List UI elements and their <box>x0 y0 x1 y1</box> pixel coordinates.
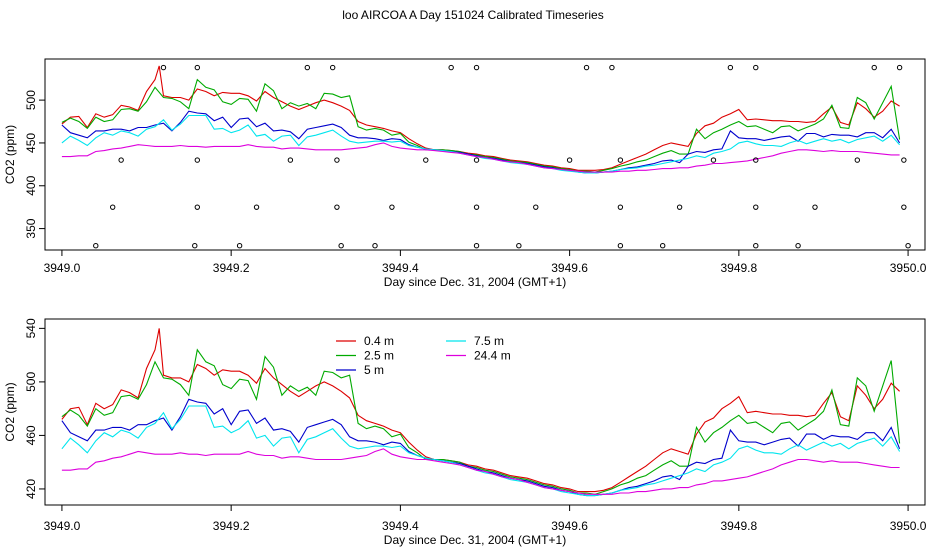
y-tick-label: 500 <box>24 372 38 392</box>
legend-label: 5 m <box>364 363 384 377</box>
y-tick-label: 450 <box>24 133 38 153</box>
marker-point <box>727 64 734 71</box>
marker-point <box>329 64 336 71</box>
marker-point <box>389 204 395 210</box>
marker-point <box>334 204 340 210</box>
marker-point <box>372 243 378 249</box>
x-tick-label: 3949.2 <box>213 261 250 275</box>
marker-point <box>753 64 759 71</box>
marker-point <box>617 204 624 210</box>
series-line-2-5-m <box>61 348 901 495</box>
series-line-7-5-m <box>61 405 901 497</box>
marker-point <box>423 157 429 163</box>
marker-point <box>287 157 294 163</box>
x-axis-label: Day since Dec. 31, 2004 (GMT+1) <box>384 533 566 547</box>
legend-label: 24.4 m <box>474 349 511 363</box>
legend-label: 0.4 m <box>364 334 394 348</box>
marker-point <box>753 204 759 210</box>
marker-point <box>334 157 340 163</box>
y-tick-label: 460 <box>24 425 38 445</box>
x-tick-label: 3949.6 <box>551 261 588 275</box>
x-tick-label: 3949.8 <box>720 519 757 533</box>
x-tick-label: 3949.2 <box>213 519 250 533</box>
marker-point <box>516 243 522 249</box>
x-tick-label: 3949.4 <box>382 519 419 533</box>
marker-point <box>109 204 116 210</box>
x-tick-label: 3950.0 <box>890 261 927 275</box>
marker-point <box>194 204 201 210</box>
series-line-0-4-m <box>61 65 900 171</box>
marker-point <box>795 243 801 249</box>
legend: 0.4 m 7.5 m 2.5 m 24.4 m 5 m <box>336 334 511 377</box>
series-group <box>61 328 901 497</box>
y-tick-label: 400 <box>24 175 38 195</box>
marker-point <box>533 204 539 210</box>
y-tick-label: 540 <box>24 318 38 338</box>
x-axis-label: Day since Dec. 31, 2004 (GMT+1) <box>384 275 566 289</box>
plot-frame <box>44 58 926 251</box>
marker-point <box>905 243 911 249</box>
series-group <box>61 65 901 174</box>
y-tick-label: 500 <box>24 90 38 110</box>
y-tick-label: 420 <box>24 479 38 499</box>
marker-point <box>676 204 683 210</box>
marker-point <box>617 157 624 163</box>
marker-point <box>192 243 198 249</box>
marker-point <box>812 204 818 210</box>
marker-point <box>473 243 480 249</box>
marker-point <box>566 157 573 163</box>
marker-point <box>753 243 759 249</box>
figure-title: loo AIRCOA A Day 151024 Calibrated Times… <box>342 8 603 22</box>
legend-label: 2.5 m <box>364 349 394 363</box>
x-tick-label: 3949.0 <box>44 261 81 275</box>
x-tick-label: 3949.0 <box>44 519 81 533</box>
marker-point <box>871 64 877 71</box>
marker-point <box>194 157 201 163</box>
legend-label: 7.5 m <box>474 334 504 348</box>
marker-point <box>236 243 243 249</box>
marker-point <box>901 204 907 210</box>
x-tick-label: 3949.6 <box>551 519 588 533</box>
marker-point <box>583 64 590 71</box>
y-axis-label: CO2 (ppm) <box>3 125 17 184</box>
series-line-24-4-m <box>61 142 900 173</box>
y-axis-label: CO2 (ppm) <box>3 382 17 441</box>
marker-point <box>194 64 201 71</box>
marker-point <box>473 64 480 71</box>
marker-point <box>304 64 311 71</box>
marker-point <box>659 243 666 249</box>
marker-point <box>710 157 717 163</box>
x-tick-label: 3949.4 <box>382 261 419 275</box>
y-tick-label: 350 <box>24 218 38 238</box>
plot-frame <box>44 318 926 506</box>
marker-point <box>473 204 480 210</box>
bottom-chart-panel: 3949.0 3949.2 3949.4 3949.6 3949.8 3950.0 420 4… <box>3 318 927 547</box>
series-line-5-m <box>61 398 901 497</box>
top-chart-panel: 3949.0 3949.2 3949.4 3949.6 3949.8 3950.0 350 4… <box>3 58 927 289</box>
marker-point <box>253 204 260 210</box>
marker-point <box>338 243 344 249</box>
series-line-24-4-m <box>61 448 900 495</box>
marker-point <box>901 157 907 163</box>
marker-point <box>93 243 99 249</box>
marker-point <box>854 157 861 163</box>
marker-point <box>448 64 454 71</box>
marker-point <box>617 243 624 249</box>
series-line-0-4-m <box>61 328 900 493</box>
marker-point <box>473 157 480 163</box>
series-line-7-5-m <box>61 114 901 174</box>
x-tick-label: 3950.0 <box>890 519 927 533</box>
marker-point <box>896 64 903 71</box>
x-tick-label: 3949.8 <box>720 261 757 275</box>
marker-point <box>753 157 759 163</box>
marker-point <box>118 157 124 163</box>
marker-point <box>160 64 167 71</box>
marker-point <box>609 64 615 71</box>
series-line-2-5-m <box>61 78 901 173</box>
